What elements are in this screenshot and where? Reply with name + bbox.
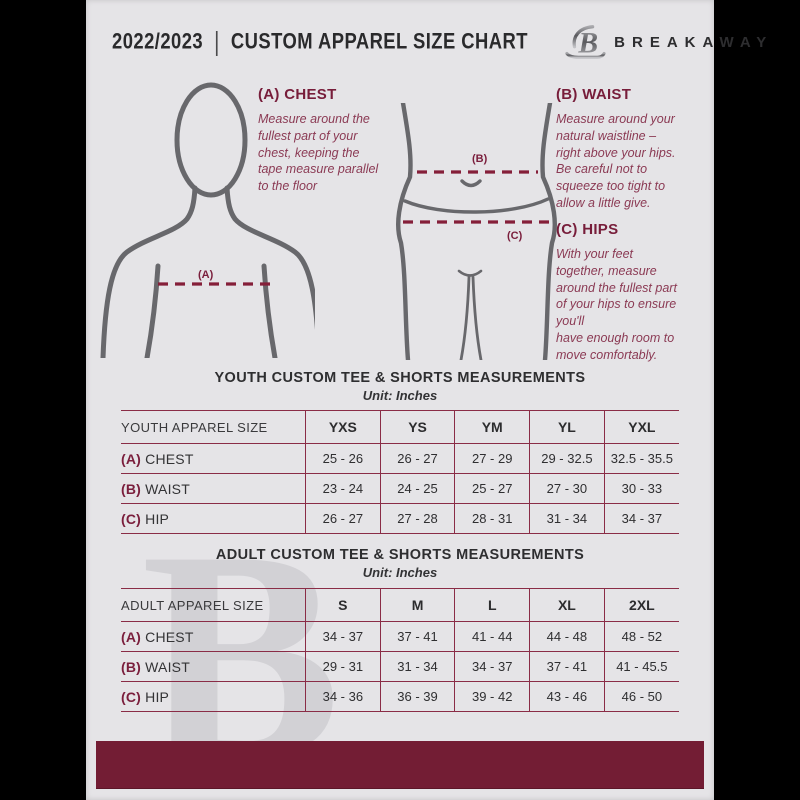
header-title-group: 2022/2023 | CUSTOM APPAREL SIZE CHART: [112, 25, 528, 57]
row-label: (A) CHEST: [121, 628, 194, 645]
table-header-row: ADULT APPAREL SIZE S M L XL 2XL: [121, 588, 679, 622]
chest-guide: (A) CHEST Measure around the fullest par…: [258, 86, 408, 195]
row-prefix: (C): [121, 510, 142, 527]
hips-guide-body: With your feet together, measure around …: [556, 247, 677, 362]
measurement-cell: 27 - 28: [379, 503, 455, 534]
adult-unit-label: Unit: Inches: [362, 565, 438, 580]
waist-line-label: (B): [472, 153, 488, 165]
measurement-cell: 29 - 31: [305, 651, 381, 682]
table-header-row: YOUTH APPAREL SIZE YXS YS YM YL YXL: [121, 410, 679, 444]
row-prefix: (B): [121, 480, 142, 497]
svg-text:B: B: [577, 28, 598, 60]
hips-guide-heading: (C) HIPS: [556, 221, 619, 238]
measurement-cell: 28 - 31: [454, 503, 530, 534]
brand-group: B BREAKAWAY: [564, 22, 773, 62]
measurement-cell: 27 - 30: [529, 473, 605, 504]
size-column-header: XL: [529, 588, 605, 622]
measurement-cell: 25 - 26: [305, 443, 381, 474]
table-row: (B) WAIST 23 - 24 24 - 25 25 - 27 27 - 30 30 …: [121, 473, 679, 504]
size-column-header: S: [305, 588, 381, 622]
measurement-cell: 27 - 29: [454, 443, 530, 474]
measurement-cell: 48 - 52: [603, 621, 679, 652]
youth-size-table: YOUTH APPAREL SIZE YXS YS YM YL YXL (A) CHEST 2…: [121, 410, 679, 534]
row-label: (B) WAIST: [121, 658, 190, 675]
measurement-cell: 29 - 32.5: [529, 443, 605, 474]
measurement-cell: 34 - 37: [305, 621, 381, 652]
row-label: (C) HIP: [121, 688, 170, 705]
measurement-cell: 25 - 27: [454, 473, 530, 504]
size-column-header: YM: [454, 410, 530, 444]
measurement-cell: 36 - 39: [379, 681, 455, 712]
hips-figure: (B) (C): [396, 103, 557, 360]
measurement-cell: 26 - 27: [379, 443, 455, 474]
chest-line-label: (A): [198, 269, 214, 281]
measurement-cell: 24 - 25: [379, 473, 455, 504]
measurement-cell: 23 - 24: [305, 473, 381, 504]
table-row: (B) WAIST 29 - 31 31 - 34 34 - 37 37 - 41 41 …: [121, 651, 679, 682]
table-row: (A) CHEST 25 - 26 26 - 27 27 - 29 29 - 32.5 3…: [121, 443, 679, 474]
measurement-cell: 37 - 41: [379, 621, 455, 652]
measurement-cell: 31 - 34: [529, 503, 605, 534]
torso-figure: (A): [100, 82, 315, 358]
size-column-header: M: [379, 588, 455, 622]
row-prefix: (A): [121, 450, 142, 467]
hips-guide: (C) HIPS With your feet together, measur…: [556, 221, 714, 363]
size-column-header: YS: [379, 410, 455, 444]
row-label: (A) CHEST: [121, 450, 194, 467]
footer-accent-bar: [96, 741, 704, 788]
row-label: (C) HIP: [121, 510, 170, 527]
row-prefix: (C): [121, 688, 142, 705]
row-label-column-header: ADULT APPAREL SIZE: [121, 597, 264, 613]
row-prefix: (A): [121, 628, 142, 645]
measurement-cell: 31 - 34: [379, 651, 455, 682]
measurement-cell: 43 - 46: [529, 681, 605, 712]
brand-name: BREAKAWAY: [614, 33, 774, 51]
size-chart-document: 2022/2023 | CUSTOM APPAREL SIZE CHART: [86, 0, 766, 800]
document-header: 2022/2023 | CUSTOM APPAREL SIZE CHART: [112, 22, 766, 62]
measurement-cell: 30 - 33: [603, 473, 679, 504]
youth-table-wrapper: YOUTH APPAREL SIZE YXS YS YM YL YXL (A) CHEST 2…: [121, 410, 679, 534]
waist-guide-body: Measure around your natural waistline – …: [556, 112, 676, 210]
adult-size-table: ADULT APPAREL SIZE S M L XL 2XL (A) CHEST 34 - …: [121, 588, 679, 712]
youth-section-title: YOUTH CUSTOM TEE & SHORTS MEASUREMENTS: [214, 370, 586, 386]
size-column-header: YXS: [305, 410, 381, 444]
measurement-cell: 34 - 37: [603, 503, 679, 534]
waist-guide-heading: (B) WAIST: [556, 86, 632, 103]
measurement-cell: 26 - 27: [305, 503, 381, 534]
measurement-cell: 32.5 - 35.5: [603, 443, 679, 474]
chest-guide-body: Measure around the fullest part of your …: [258, 112, 379, 193]
youth-unit-label: Unit: Inches: [362, 388, 438, 403]
measurement-cell: 37 - 41: [529, 651, 605, 682]
header-separator: |: [214, 25, 220, 57]
header-year: 2022/2023: [112, 29, 204, 54]
measurement-cell: 41 - 44: [454, 621, 530, 652]
adult-table-wrapper: ADULT APPAREL SIZE S M L XL 2XL (A) CHEST 34 - …: [121, 588, 679, 712]
size-column-header: L: [454, 588, 530, 622]
chest-guide-heading: (A) CHEST: [258, 86, 337, 103]
breakaway-b-logo-icon: B: [565, 25, 606, 60]
row-prefix: (B): [121, 658, 142, 675]
measurement-cell: 34 - 36: [305, 681, 381, 712]
measurement-cell: 41 - 45.5: [603, 651, 679, 682]
measurement-cell: 46 - 50: [603, 681, 679, 712]
waist-guide: (B) WAIST Measure around your natural wa…: [556, 86, 714, 212]
table-row: (C) HIP 34 - 36 36 - 39 39 - 42 43 - 46 46 - …: [121, 681, 679, 712]
table-row: (C) HIP 26 - 27 27 - 28 28 - 31 31 - 34 34 - …: [121, 503, 679, 534]
size-column-header: YXL: [603, 410, 679, 444]
adult-section-title: ADULT CUSTOM TEE & SHORTS MEASUREMENTS: [215, 547, 585, 563]
hip-line-label: (C): [507, 230, 523, 242]
row-label-column-header: YOUTH APPAREL SIZE: [121, 419, 268, 435]
row-label: (B) WAIST: [121, 480, 190, 497]
size-column-header: YL: [529, 410, 605, 444]
measurement-cell: 44 - 48: [529, 621, 605, 652]
header-title: CUSTOM APPAREL SIZE CHART: [230, 29, 528, 54]
measurement-cell: 39 - 42: [454, 681, 530, 712]
size-column-header: 2XL: [603, 588, 679, 622]
table-row: (A) CHEST 34 - 37 37 - 41 41 - 44 44 - 48 48 …: [121, 621, 679, 652]
figure-head: [174, 82, 248, 198]
measurement-cell: 34 - 37: [454, 651, 530, 682]
